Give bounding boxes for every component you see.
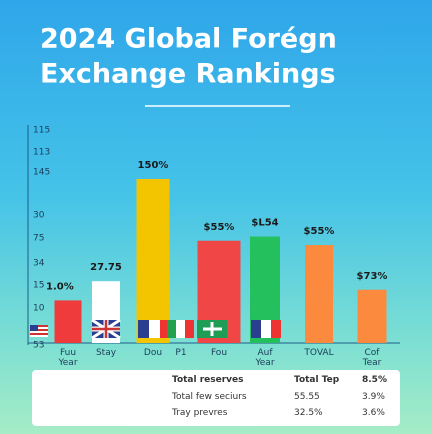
y-axis-label: 30 [33,211,45,221]
chart-title: Exchange Rankings [40,59,336,90]
y-axis-label: 113 [33,148,50,158]
x-tick-label: P1 [175,348,186,358]
y-axis-label: 34 [33,259,45,269]
table-cell: Tray prevres [172,408,228,418]
flags [30,318,281,340]
x-tick-label: TOVAL [303,348,333,358]
bar [54,300,82,343]
bar [305,245,333,343]
bar-annotation: $55% [204,222,235,233]
table-cell: Total few seciurs [172,392,247,402]
table-cell: Total Tep [294,375,340,385]
bar-annotation: $73% [357,271,388,282]
bar [136,178,170,343]
x-tick-label: Auf Year [254,348,274,368]
x-tick-label: Stay [96,348,117,358]
x-tick-label: Fuu Year [57,348,77,368]
table-row: Total reserves Total Tep 8.5% [32,375,400,391]
y-axis-label: 10 [33,304,45,314]
x-tick-label: Cof Tear [362,348,382,368]
chart: 2024 Global Forégn Exchange Rankings 115… [27,24,400,368]
y-axis-label: 145 [33,168,50,178]
summary-table: Total reserves Total Tep 8.5% Total few sec… [32,370,400,426]
table-cell: 32.5% [294,408,323,418]
table-cell: 55.55 [294,392,320,402]
table-row: Total few seciurs 55.55 3.9% [32,392,400,408]
chart-title: 2024 Global Forégn [40,24,337,55]
table-cell: 3.6% [362,408,385,418]
y-axis-label: 53 [33,341,44,351]
table-cell: 3.9% [362,392,385,402]
bar-annotation: 27.75 [90,262,122,273]
table-cell: 8.5% [362,375,387,385]
table-row: Tray prevres 32.5% 3.6% [32,408,400,424]
y-axis-label: 115 [33,126,50,136]
table-cell: Total reserves [172,375,244,385]
bar-annotation: 1.0% [46,281,74,292]
bar-annotation: $55% [304,226,335,237]
x-tick-label: Dou [144,348,162,358]
bar-annotation: $L54 [251,218,278,229]
bar-annotation: 150% [138,160,169,171]
bar [357,289,387,343]
y-axis-label: 15 [33,281,44,291]
y-axis-label: 75 [33,234,44,244]
x-tick-label: Fou [211,348,227,358]
